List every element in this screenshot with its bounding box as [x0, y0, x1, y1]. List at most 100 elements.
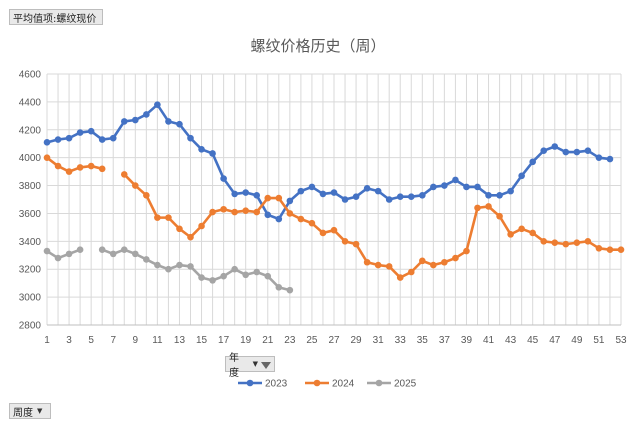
x-tick-label: 51 — [593, 335, 605, 346]
x-tick-label: 1 — [44, 335, 50, 346]
data-point — [253, 208, 261, 216]
data-point — [275, 284, 283, 291]
chart-title: 螺纹价格历史（周） — [250, 37, 385, 55]
data-point — [98, 165, 106, 173]
data-point — [109, 134, 117, 142]
data-point — [87, 162, 95, 170]
data-point — [253, 268, 261, 276]
data-point — [220, 272, 227, 280]
axis-field-label: 周度 — [13, 407, 33, 419]
dropdown-arrow-icon: ▼ — [252, 360, 258, 368]
data-point — [319, 229, 327, 237]
data-point — [606, 246, 614, 253]
data-point — [220, 205, 227, 213]
data-point — [319, 190, 327, 198]
data-point — [518, 172, 525, 180]
data-point — [474, 204, 481, 212]
data-point — [551, 143, 559, 150]
data-point — [98, 136, 106, 143]
data-point — [120, 171, 128, 178]
legend-label: 2025 — [394, 379, 417, 390]
data-point — [374, 187, 382, 195]
x-tick-label: 11 — [152, 335, 163, 346]
data-point — [617, 246, 625, 253]
data-point — [198, 222, 205, 230]
x-tick-label: 43 — [505, 335, 517, 346]
data-point — [441, 182, 448, 189]
data-point — [419, 257, 426, 265]
data-point — [551, 239, 559, 247]
data-point — [441, 258, 448, 266]
series-line — [100, 248, 292, 292]
data-point — [65, 250, 73, 258]
dropdown-arrow-icon: ▼ — [37, 407, 43, 415]
x-tick-label: 17 — [218, 335, 230, 346]
legend-label: 2023 — [265, 379, 288, 390]
data-point — [87, 127, 95, 135]
data-point — [143, 111, 150, 118]
data-point — [253, 192, 261, 199]
x-tick-label: 9 — [133, 335, 139, 346]
data-point — [231, 208, 238, 216]
data-point — [220, 175, 227, 182]
series-lines — [43, 101, 625, 294]
y-tick-label: 4400 — [19, 97, 42, 108]
data-point — [463, 183, 470, 191]
x-tick-label: 3 — [66, 335, 72, 346]
data-point — [209, 277, 216, 284]
value-field-button[interactable]: 平均值项:螺纹现价 — [9, 9, 103, 25]
axis-ticks: 2800 3000 3200 3400 3600 3800 4000 4200 4400 4600… — [19, 70, 627, 347]
x-tick-label: 15 — [196, 335, 208, 346]
data-point — [363, 185, 371, 192]
data-point — [242, 189, 249, 196]
data-point — [43, 139, 51, 146]
series-2025 — [43, 246, 294, 294]
data-point — [242, 207, 249, 214]
x-tick-label: 13 — [174, 335, 186, 346]
x-tick-label: 35 — [417, 335, 429, 346]
x-tick-label: 47 — [549, 335, 561, 346]
axis-field-button[interactable]: 周度 ▼ — [9, 403, 51, 419]
data-point — [275, 215, 283, 223]
data-point — [540, 147, 548, 154]
x-tick-label: 19 — [240, 335, 252, 346]
legend-swatch-marker — [246, 379, 254, 387]
data-point — [54, 254, 62, 262]
x-tick-label: 29 — [351, 335, 363, 346]
y-tick-label: 3000 — [19, 293, 42, 304]
data-point — [209, 208, 216, 216]
data-point — [363, 258, 371, 266]
data-point — [120, 246, 128, 253]
x-tick-label: 33 — [395, 335, 407, 346]
data-point — [43, 154, 51, 161]
data-point — [297, 215, 305, 223]
data-point — [474, 183, 481, 191]
data-point — [132, 116, 139, 124]
data-point — [529, 158, 536, 166]
x-tick-label: 25 — [306, 335, 318, 346]
data-point — [573, 148, 581, 156]
data-point — [65, 134, 73, 142]
data-point — [430, 183, 437, 191]
data-point — [573, 239, 581, 247]
legend-swatch-marker — [313, 379, 321, 387]
data-point — [165, 265, 172, 273]
data-point — [595, 245, 603, 252]
x-tick-label: 21 — [262, 335, 274, 346]
data-point — [154, 261, 161, 269]
data-point — [485, 192, 492, 199]
data-point — [562, 240, 570, 248]
x-tick-label: 39 — [461, 335, 473, 346]
year-filter-button[interactable]: 年度 ▼ — [225, 353, 275, 379]
data-point — [187, 263, 194, 270]
data-point — [407, 193, 415, 201]
data-point — [507, 187, 514, 195]
data-point — [275, 194, 283, 202]
x-tick-label: 23 — [284, 335, 296, 346]
data-point — [407, 268, 415, 276]
data-point — [176, 120, 183, 128]
series-line — [122, 173, 623, 279]
data-point — [198, 146, 205, 153]
data-point — [595, 154, 603, 161]
